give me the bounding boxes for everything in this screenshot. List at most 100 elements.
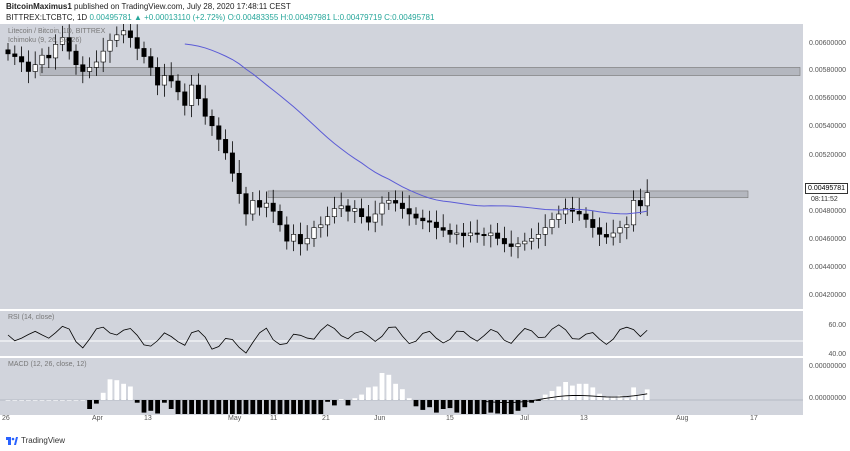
macd-histogram-bar xyxy=(250,400,256,414)
macd-histogram-bar xyxy=(141,400,147,413)
macd-histogram-bar xyxy=(304,400,310,414)
rsi-tick: 60.00 xyxy=(828,322,846,329)
rsi-pane[interactable]: RSI (14, close) xyxy=(0,311,803,356)
macd-histogram-bar xyxy=(447,400,453,409)
bearish-candle xyxy=(359,208,365,218)
bullish-candle xyxy=(379,202,385,215)
rsi-line xyxy=(7,324,648,354)
macd-histogram-bar xyxy=(175,400,181,414)
macd-histogram-bar xyxy=(5,400,11,401)
time-tick: 13 xyxy=(580,415,588,422)
bearish-candle xyxy=(5,49,11,55)
bearish-candle xyxy=(597,227,603,235)
macd-histogram-bar xyxy=(257,400,262,414)
macd-pane[interactable]: MACD (12, 26, close, 12) xyxy=(0,358,803,415)
macd-histogram-bar xyxy=(298,400,303,414)
bullish-candle xyxy=(617,227,623,234)
macd-tick: 0.00000000 xyxy=(809,395,846,402)
price-pane[interactable]: Litecoin / Bitcoin, 1D, BITTREX Ichimoku… xyxy=(0,24,803,309)
bearish-candle xyxy=(399,202,405,209)
macd-histogram-bar xyxy=(386,374,392,400)
price-tick: 0.00560000 xyxy=(809,95,846,102)
price-tick: 0.00440000 xyxy=(809,264,846,271)
bearish-candle xyxy=(583,213,589,220)
macd-histogram-bar xyxy=(522,400,528,408)
macd-histogram-bar xyxy=(604,397,609,400)
bullish-candle xyxy=(59,37,65,45)
bullish-candle xyxy=(325,216,331,226)
time-axis[interactable]: 26 Apr 13 May 11 21 Jun 15 Jul 13 Aug 17 xyxy=(0,415,803,429)
bullish-candle xyxy=(454,232,460,235)
ichimoku-baseline xyxy=(184,43,648,215)
macd-histogram-bar xyxy=(66,400,72,401)
bearish-candle xyxy=(406,208,412,215)
bullish-candle xyxy=(189,84,195,106)
bullish-candle xyxy=(291,234,297,242)
time-tick: 21 xyxy=(322,415,330,422)
bullish-candle xyxy=(549,219,555,228)
price-tick: 0.00540000 xyxy=(809,123,846,130)
bearish-candle xyxy=(393,200,399,204)
macd-histogram-bar xyxy=(39,400,45,401)
price-tick: 0.00580000 xyxy=(809,67,846,74)
symbol-label: BITTREX:LTCBTC, 1D xyxy=(6,13,88,22)
macd-histogram-bar xyxy=(590,387,596,400)
bearish-candle xyxy=(216,125,222,140)
bearish-candle xyxy=(603,234,609,238)
macd-histogram-bar xyxy=(94,400,99,404)
tradingview-logo-icon xyxy=(6,436,18,445)
bearish-candle xyxy=(148,56,154,68)
macd-tick-top: 0.00000000 xyxy=(809,363,846,370)
macd-histogram-bar xyxy=(481,400,487,414)
price-change: ▲ +0.00013110 (+2.72%) xyxy=(133,13,226,22)
publish-text: published on TradingView.com, July 28, 2… xyxy=(74,2,291,11)
bullish-candle xyxy=(87,67,93,72)
indicator-title: Ichimoku (9, 26, 52, 26) xyxy=(8,37,82,44)
bearish-candle xyxy=(127,30,133,38)
macd-histogram-bar xyxy=(216,400,222,414)
resistance-zone xyxy=(39,67,801,76)
bullish-candle xyxy=(304,238,310,245)
macd-histogram-bar xyxy=(196,400,201,414)
bullish-candle xyxy=(250,200,256,215)
bullish-candle xyxy=(352,208,358,212)
price-chart[interactable] xyxy=(0,24,803,309)
bullish-candle xyxy=(107,39,113,52)
price-tick: 0.00460000 xyxy=(809,236,846,243)
bullish-candle xyxy=(121,30,127,36)
macd-histogram-bar xyxy=(413,400,419,407)
bearish-candle xyxy=(73,50,79,66)
macd-histogram-bar xyxy=(542,394,548,400)
bearish-candle xyxy=(508,243,514,247)
macd-histogram-bar xyxy=(610,396,616,400)
rsi-axis: 60.00 40.00 xyxy=(803,311,850,358)
macd-histogram-bar xyxy=(73,400,79,401)
macd-histogram-bar xyxy=(352,398,358,400)
price-axis[interactable]: 0.00600000 0.00580000 0.00560000 0.00540… xyxy=(803,24,850,309)
macd-histogram-bar xyxy=(563,382,568,400)
macd-histogram-bar xyxy=(644,389,650,400)
bearish-candle xyxy=(257,200,263,208)
bearish-candle xyxy=(270,202,276,212)
author-name[interactable]: BitcoinMaximus1 xyxy=(6,2,72,11)
time-tick: Jun xyxy=(374,415,386,422)
bullish-candle xyxy=(331,208,337,218)
bearish-candle xyxy=(175,80,181,93)
bearish-candle xyxy=(236,172,242,194)
bearish-candle xyxy=(420,217,426,222)
bearish-candle xyxy=(447,229,453,235)
bullish-candle xyxy=(114,34,120,41)
macd-histogram-bar xyxy=(155,400,160,414)
macd-histogram-bar xyxy=(162,400,167,403)
macd-histogram-bar xyxy=(495,400,500,414)
rsi-chart[interactable] xyxy=(0,311,803,356)
bearish-candle xyxy=(155,67,161,86)
bearish-candle xyxy=(474,232,480,235)
bearish-candle xyxy=(495,232,501,239)
macd-chart[interactable] xyxy=(0,358,803,415)
macd-title: MACD (12, 26, close, 12) xyxy=(8,361,87,368)
macd-signal-line xyxy=(483,393,648,403)
brand-name[interactable]: TradingView xyxy=(21,436,66,445)
bearish-candle xyxy=(243,193,249,215)
macd-histogram-bar xyxy=(570,385,575,400)
